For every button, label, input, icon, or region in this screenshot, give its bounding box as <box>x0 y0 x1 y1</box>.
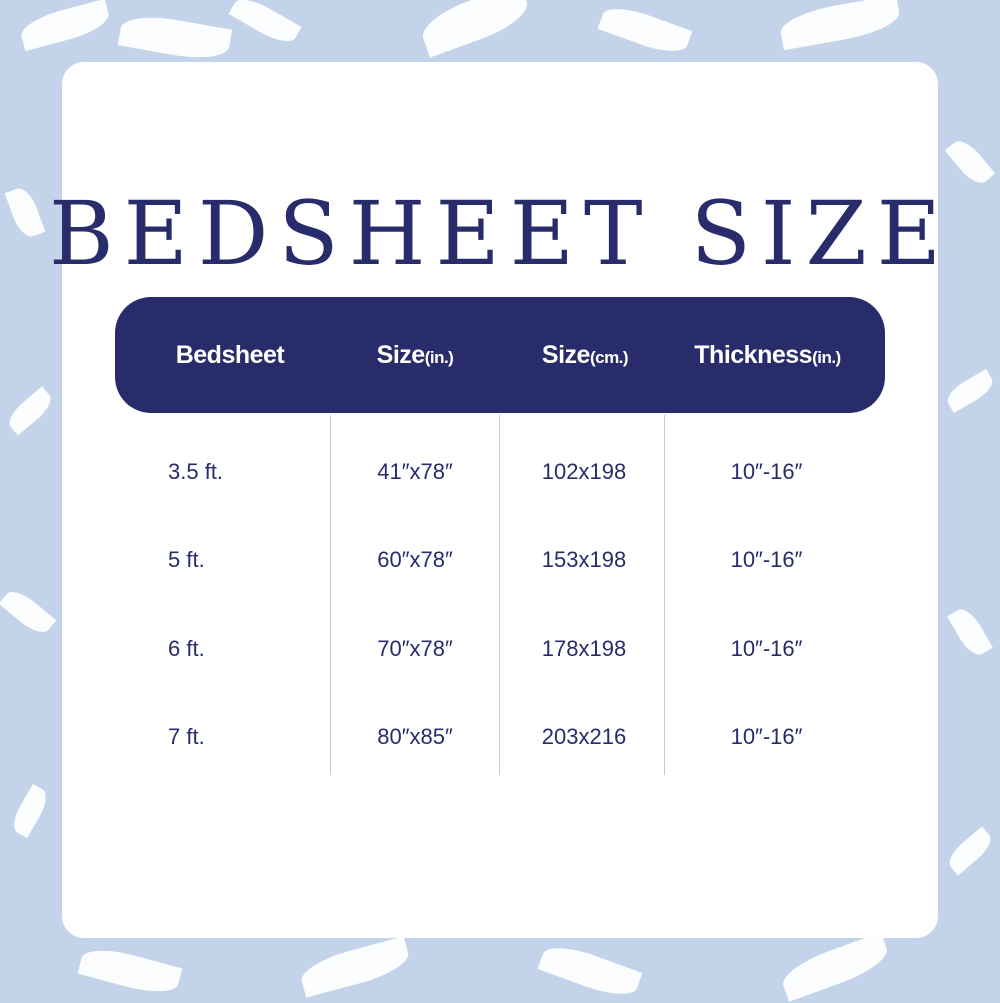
column-divider <box>330 415 331 775</box>
cell-bedsheet: 7 ft. <box>168 724 205 749</box>
leaf-shape <box>0 585 57 639</box>
cell-size-in: 70″x78″ <box>377 636 453 661</box>
cell-thickness: 10″-16″ <box>730 636 803 661</box>
cell-bedsheet: 6 ft. <box>168 636 205 661</box>
leaf-shape <box>416 0 534 58</box>
leaf-shape <box>117 10 233 65</box>
leaf-shape <box>77 942 183 1000</box>
content-card <box>62 62 938 938</box>
leaf-shape <box>228 0 302 49</box>
leaf-shape <box>537 938 643 1003</box>
cell-thickness: 10″-16″ <box>730 459 803 484</box>
leaf-shape <box>943 826 997 876</box>
cell-bedsheet: 5 ft. <box>168 547 205 572</box>
header-bedsheet: Bedsheet <box>135 297 325 413</box>
header-size-cm: Size(cm.) <box>500 297 670 413</box>
cell-bedsheet: 3.5 ft. <box>168 459 224 484</box>
cell-size-cm: 203x216 <box>541 724 627 749</box>
column-divider <box>499 415 500 775</box>
header-label: Thickness <box>694 341 813 369</box>
leaf-shape <box>942 368 998 414</box>
cell-size-cm: 178x198 <box>541 636 627 661</box>
cell-size-in: 80″x85″ <box>377 724 453 749</box>
header-label: Size <box>376 341 426 369</box>
leaf-shape <box>597 0 693 60</box>
leaf-shape <box>947 604 993 660</box>
header-thickness: Thickness(in.) <box>665 297 870 413</box>
column-divider <box>664 415 665 775</box>
leaf-shape <box>777 0 903 51</box>
cell-size-cm: 153x198 <box>541 547 627 572</box>
header-size-in: Size(in.) <box>330 297 500 413</box>
table-header: Bedsheet Size(in.) Size(cm.) Thickness(i… <box>115 297 885 413</box>
leaf-shape <box>17 0 113 52</box>
header-unit: (in.) <box>424 348 454 367</box>
header-label: Size <box>541 341 591 369</box>
cell-thickness: 10″-16″ <box>730 724 803 749</box>
cell-thickness: 10″-16″ <box>730 547 803 572</box>
header-unit: (in.) <box>812 348 841 367</box>
leaf-shape <box>297 936 413 998</box>
leaf-shape <box>3 386 57 436</box>
cell-size-in: 41″x78″ <box>377 459 453 484</box>
leaf-shape <box>7 783 53 839</box>
leaf-shape <box>944 135 996 189</box>
cell-size-cm: 102x198 <box>541 459 627 484</box>
header-unit: (cm.) <box>589 348 629 367</box>
cell-size-in: 60″x78″ <box>377 547 453 572</box>
header-label: Bedsheet <box>175 341 285 369</box>
page-title: BEDSHEET SIZE <box>48 182 952 285</box>
leaf-shape <box>777 932 893 1002</box>
